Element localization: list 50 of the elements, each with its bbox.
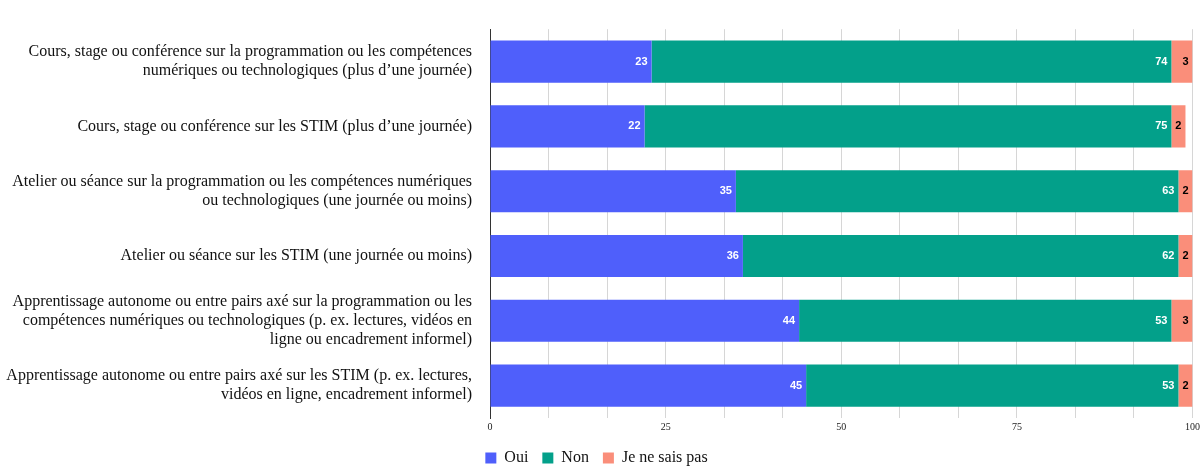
data-label: 3 [1182,313,1189,326]
data-label: 2 [1182,249,1189,262]
data-label: 63 [1162,184,1175,197]
bar [651,40,1172,83]
x-tick-label: 25 [660,420,671,432]
bar [1171,105,1186,148]
y-tick-label: Atelier ou séance sur la programmation ou les compétences numériques ou technologiques (une journée ou moins) [12,171,472,209]
y-tick-label: Apprentissage autonome ou entre pairs axé sur les STIM (p. ex. lectures, vidéos en ligne, encadrement informel) [6,366,472,404]
bar [1178,234,1193,278]
data-label: 35 [719,184,732,197]
bar [490,40,652,83]
bar [742,234,1179,278]
data-label: 22 [628,119,641,132]
legend-label: Non [561,448,589,466]
bar [490,299,800,342]
data-label: 53 [1155,313,1168,326]
x-tick-label: 0 [487,420,493,432]
legend-label: Oui [504,448,529,466]
x-tick-label: 75 [1011,420,1022,432]
y-tick-label: Apprentissage autonome ou entre pairs axé sur la programmation ou les compétences numériques ou technologiques (p. ex. lectures, vidéos en ligne ou encadrement informel) [12,291,472,349]
data-label: 74 [1155,54,1169,67]
bar [806,364,1179,407]
bar [644,105,1172,148]
y-tick-label: Atelier ou séance sur les STIM (une journée ou moins) [120,246,472,265]
data-label: 2 [1182,184,1189,197]
data-label: 2 [1175,119,1182,132]
data-label: 75 [1155,119,1168,132]
data-label: 53 [1162,378,1175,391]
bar [490,364,807,407]
data-label: 23 [635,54,648,67]
y-tick-label: Cours, stage ou conférence sur la programmation ou les compétences numériques ou technologiques (plus d’une journée) [28,42,472,80]
x-tick-label: 100 [1185,420,1200,432]
y-tick-label: Cours, stage ou conférence sur les STIM (plus d’une journée) [77,116,472,135]
data-label: 62 [1162,249,1175,262]
data-label: 3 [1182,54,1189,67]
legend-label: Je ne sais pas [621,448,708,467]
data-label: 2 [1182,378,1189,391]
data-label: 44 [782,313,796,326]
bar [735,170,1179,213]
bar [490,105,645,148]
bar [490,170,736,213]
data-label: 36 [726,249,739,262]
bar [1171,299,1193,342]
bar [490,234,743,278]
bar [1178,364,1193,407]
bar [1171,40,1193,83]
data-label: 45 [789,378,803,391]
bar [1178,170,1193,213]
x-tick-label: 50 [836,420,847,432]
bar [799,299,1172,342]
